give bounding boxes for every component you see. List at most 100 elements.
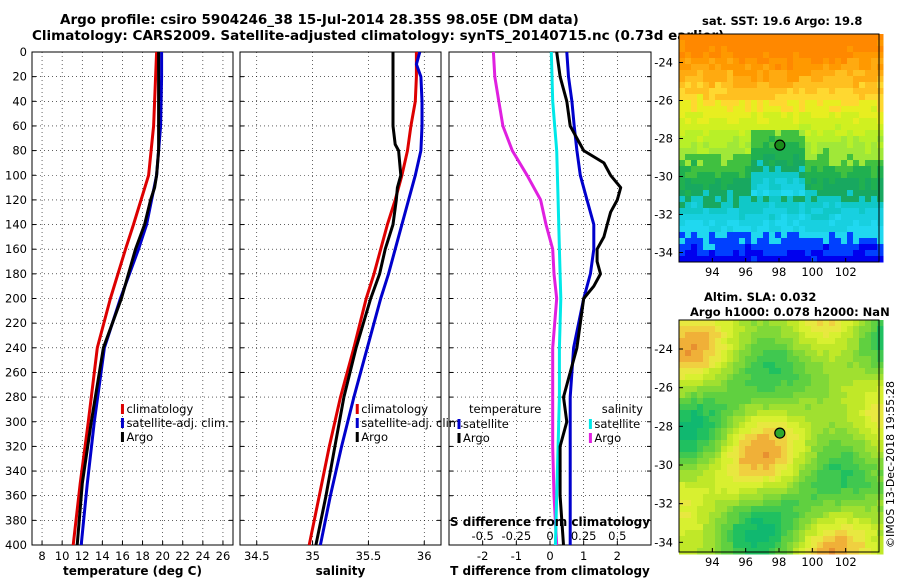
map-cell: [835, 208, 842, 215]
map-cell: [829, 542, 836, 549]
map-cell: [757, 338, 764, 345]
map-cell: [721, 350, 728, 357]
map-cell: [679, 488, 686, 495]
map-cell: [697, 422, 704, 429]
map-cell: [829, 112, 836, 119]
map-cell: [697, 416, 704, 423]
map-cell: [727, 386, 734, 393]
x-top-tick-label: -0.5: [471, 529, 493, 543]
map-cell: [751, 326, 758, 333]
map-cell: [793, 100, 800, 107]
map-cell: [787, 542, 794, 549]
map-cell: [841, 100, 848, 107]
map-cell: [709, 440, 716, 447]
map-cell: [703, 482, 710, 489]
map-cell: [781, 422, 788, 429]
map-cell: [829, 428, 836, 435]
map-cell: [781, 256, 788, 263]
map-cell: [793, 250, 800, 257]
map-cell: [703, 82, 710, 89]
map-cell: [751, 136, 758, 143]
map-cell: [733, 214, 740, 221]
map-cell: [769, 548, 776, 555]
map-cell: [817, 524, 824, 531]
map-cell: [763, 202, 770, 209]
map-cell: [811, 404, 818, 411]
map-cell: [871, 208, 878, 215]
map-cell: [823, 250, 830, 257]
climatology-line: [71, 51, 159, 546]
map-cell: [799, 440, 806, 447]
map-cell: [769, 530, 776, 537]
map-cell: [739, 524, 746, 531]
map-cell: [853, 226, 860, 233]
map-cell: [805, 350, 812, 357]
map-cell: [811, 500, 818, 507]
map-cell: [799, 244, 806, 251]
salinity-satellite-diff-line: [549, 51, 563, 546]
map-cell: [703, 320, 710, 327]
map-cell: [757, 178, 764, 185]
map-cell: [745, 88, 752, 95]
map-cell: [787, 500, 794, 507]
map-cell: [775, 244, 782, 251]
map-cell: [811, 196, 818, 203]
map-cell: [703, 40, 710, 47]
map-cell: [793, 536, 800, 543]
map-cell: [817, 148, 824, 155]
map-cell: [757, 482, 764, 489]
map-cell: [781, 40, 788, 47]
map-cell: [793, 488, 800, 495]
map-cell: [703, 350, 710, 357]
map-cell: [871, 362, 878, 369]
map-cell: [733, 196, 740, 203]
map-cell: [835, 256, 842, 263]
map-cell: [733, 398, 740, 405]
map-cell: [775, 494, 782, 501]
map-cell: [829, 58, 836, 65]
map-cell: [805, 512, 812, 519]
map-cell: [823, 536, 830, 543]
map-cell: [769, 350, 776, 357]
map-cell: [811, 184, 818, 191]
map-cell: [685, 142, 692, 149]
map-cell: [829, 64, 836, 71]
map-cell: [793, 34, 800, 41]
map-cell: [853, 362, 860, 369]
x-tick-label: 34.5: [244, 549, 270, 563]
map-cell: [709, 470, 716, 477]
map-cell: [691, 428, 698, 435]
map-cell: [841, 184, 848, 191]
map-cell: [865, 320, 872, 327]
map-cell: [751, 244, 758, 251]
map-cell: [697, 94, 704, 101]
map-cell: [787, 172, 794, 179]
map-cell: [733, 506, 740, 513]
map-cell: [709, 350, 716, 357]
map-cell: [859, 374, 866, 381]
map-cell: [763, 452, 770, 459]
map-cell: [841, 488, 848, 495]
map-cell: [715, 524, 722, 531]
map-cell: [805, 524, 812, 531]
map-cell: [763, 100, 770, 107]
map-cell: [787, 386, 794, 393]
map-cell: [769, 148, 776, 155]
map-cell: [835, 238, 842, 245]
map-cell: [823, 88, 830, 95]
map-cell: [733, 374, 740, 381]
map-cell: [799, 178, 806, 185]
map-cell: [757, 256, 764, 263]
map-cell: [733, 368, 740, 375]
map-cell: [721, 214, 728, 221]
map-cell: [823, 244, 830, 251]
map-cell: [811, 494, 818, 501]
map-cell: [799, 208, 806, 215]
map-cell: [679, 142, 686, 149]
map-cell: [697, 512, 704, 519]
map-cell: [775, 338, 782, 345]
map-cell: [865, 142, 872, 149]
map-cell: [721, 106, 728, 113]
map-cell: [691, 488, 698, 495]
map-cell: [697, 154, 704, 161]
